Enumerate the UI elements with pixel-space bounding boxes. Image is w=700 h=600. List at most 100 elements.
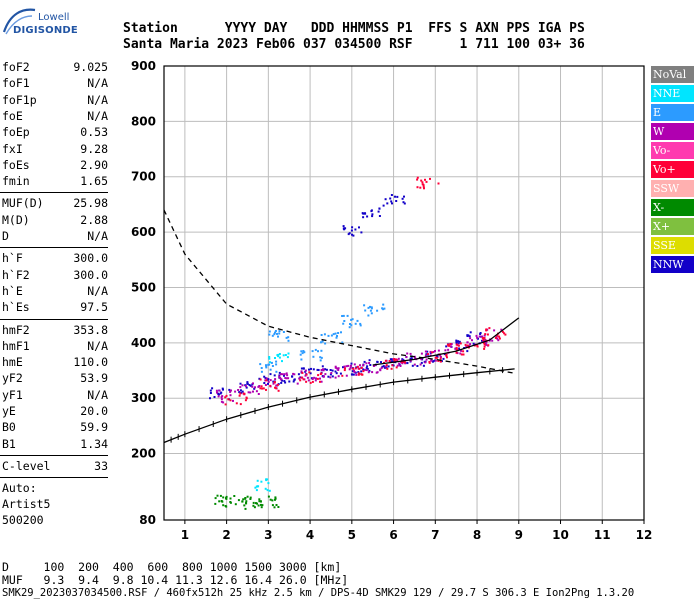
echo-point-nnw	[283, 380, 286, 382]
echo-point-w	[469, 343, 472, 346]
echo-point-e	[320, 341, 322, 344]
echo-point-nnw	[339, 372, 342, 375]
echo-point-x-	[214, 497, 217, 500]
echo-point-vo-	[459, 342, 462, 345]
echo-point-w	[292, 372, 295, 375]
echo-point-vo-	[434, 356, 437, 359]
echo-point-nnw	[368, 369, 371, 372]
param-value: N/A	[87, 92, 108, 107]
echo-point-e	[271, 334, 274, 337]
echo-point-nnw	[382, 204, 385, 207]
echo-point-nnw	[391, 202, 393, 205]
echo-point-e	[278, 332, 281, 335]
echo-point-w	[245, 385, 247, 388]
echo-point-e	[273, 333, 276, 336]
echo-point-w	[232, 399, 234, 402]
footer-file-info: SMK29_2023037034500.RSF / 460fx512h 25 k…	[2, 587, 635, 599]
echo-point-w	[254, 386, 256, 389]
echo-point-w	[496, 337, 499, 340]
echo-point-w	[353, 363, 356, 366]
echo-point-nnw	[406, 361, 409, 364]
param-name: yF1	[2, 387, 23, 402]
echo-point-vo-	[275, 387, 278, 390]
param-name: h`F2	[2, 267, 30, 282]
echo-point-w	[430, 359, 433, 362]
legend-item-e: E	[651, 104, 694, 121]
echo-point-vo-	[273, 381, 276, 383]
echo-point-vo-	[426, 353, 429, 355]
echo-point-e	[259, 363, 262, 366]
echo-point-vo-	[485, 329, 488, 332]
param-value: 0.53	[80, 125, 108, 140]
echo-point-vo-	[456, 348, 459, 351]
param-b0: B0 59.9	[2, 420, 108, 436]
echo-point-nnw	[389, 197, 392, 200]
param-name: foE	[2, 108, 23, 123]
echo-point-x-	[242, 498, 245, 501]
echo-point-vo-	[498, 337, 501, 340]
echo-point-nnw	[267, 382, 269, 385]
echo-point-nnw	[382, 365, 385, 368]
param-name: h`E	[2, 283, 23, 298]
header-line-1: Station YYYY DAY DDD HHMMSS P1 FFS S AXN…	[123, 21, 585, 36]
echo-point-nnw	[479, 335, 482, 338]
echo-point-nnw	[291, 375, 294, 378]
echo-point-w	[439, 356, 442, 358]
echo-point-w	[264, 379, 267, 382]
param-name: D	[2, 229, 9, 243]
echo-point-nne	[276, 354, 279, 357]
header-line-2: Santa Maria 2023 Feb06 037 034500 RSF 1 …	[123, 37, 585, 52]
param-md: M(D) 2.88	[2, 213, 108, 229]
echo-point-nnw	[329, 373, 332, 376]
echo-point-nnw	[327, 375, 330, 378]
echo-point-e	[303, 351, 306, 354]
echo-point-nnw	[398, 363, 401, 366]
echo-point-x-	[214, 502, 217, 505]
echo-point-w	[466, 341, 469, 344]
echo-point-vo-	[269, 384, 272, 387]
echo-point-w	[347, 364, 350, 367]
echo-point-nnw	[249, 384, 252, 387]
echo-point-w	[306, 376, 309, 379]
param-name: yF2	[2, 371, 23, 386]
param-mufd: MUF(D) 25.98	[2, 196, 108, 212]
echo-point-vo-	[455, 351, 458, 354]
echo-point-vo-	[391, 364, 394, 367]
echo-point-vo-	[484, 333, 487, 336]
echo-point-nnw	[217, 392, 219, 395]
param-ye: yE 20.0	[2, 404, 108, 420]
echo-point-vo-	[235, 402, 238, 405]
echo-point-w	[296, 382, 299, 385]
echo-point-nnw	[466, 350, 469, 353]
echo-point-nne	[260, 480, 263, 483]
echo-point-e	[265, 366, 268, 369]
echo-point-w	[221, 395, 224, 398]
echo-point-w	[274, 378, 277, 381]
echo-point-w	[337, 369, 340, 371]
echo-point-nne	[269, 361, 271, 364]
echo-point-e	[342, 314, 345, 317]
echo-point-w	[450, 343, 453, 345]
echo-point-e	[317, 350, 319, 353]
echo-point-nnw	[445, 345, 448, 348]
echo-point-w	[249, 391, 252, 394]
echo-point-vo-	[305, 373, 308, 376]
echo-point-nnw	[442, 357, 445, 360]
echo-point-e	[260, 370, 263, 373]
echo-point-vo-	[352, 367, 355, 370]
echo-point-x-	[255, 502, 257, 505]
echo-point-w	[409, 352, 412, 355]
echo-point-e	[383, 307, 386, 310]
echo-point-e	[287, 339, 290, 342]
echo-point-nnw	[396, 195, 399, 198]
param-value: 25.98	[73, 196, 108, 211]
legend-item-nne: NNE	[651, 85, 694, 102]
echo-point-nnw	[343, 228, 346, 231]
echo-point-x-	[277, 506, 280, 508]
echo-point-x-	[269, 498, 272, 501]
echo-point-e	[382, 303, 385, 306]
echo-point-w	[293, 373, 296, 376]
echo-point-w	[471, 339, 473, 342]
echo-point-w	[322, 375, 325, 378]
param-value: 1.65	[80, 174, 108, 189]
